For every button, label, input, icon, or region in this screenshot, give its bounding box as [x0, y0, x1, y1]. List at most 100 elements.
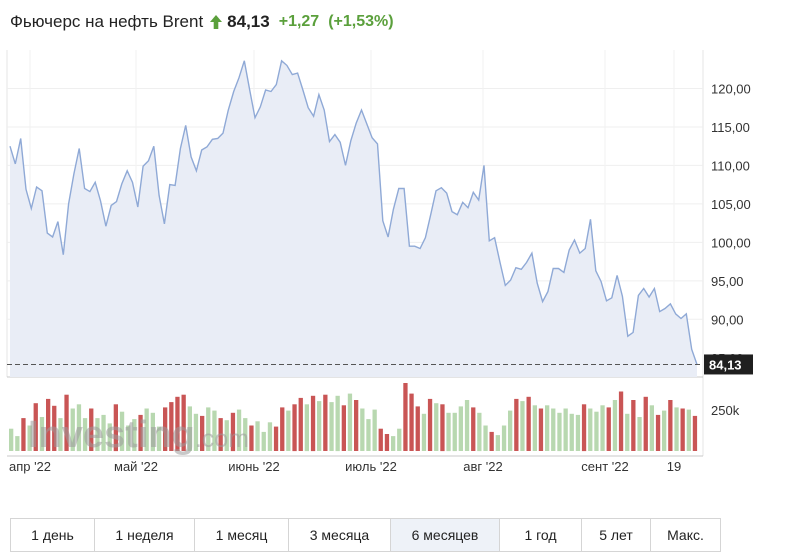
range-button-1m[interactable]: 1 месяц: [195, 519, 289, 551]
volume-bar: [236, 409, 242, 451]
volume-bar: [212, 410, 217, 451]
volume-bar: [655, 414, 661, 451]
price-line: [9, 59, 698, 365]
volume-bar: [292, 404, 297, 452]
quote-header: Фьючерс на нефть Brent 84,13 +1,27 (+1,5…: [10, 9, 394, 35]
y-tick-label: 120,00: [711, 81, 751, 96]
volume-bar: [243, 418, 248, 451]
y-tick-label: 105,00: [711, 197, 751, 212]
volume-bar: [175, 396, 180, 451]
volume-bar: [551, 408, 556, 451]
volume-bar: [126, 425, 131, 451]
time-range-selector: 1 день 1 неделя 1 месяц 3 месяца 6 месяц…: [10, 518, 721, 552]
volume-bar: [520, 401, 525, 451]
volume-bar: [581, 404, 587, 452]
volume-bar: [501, 425, 507, 451]
range-button-6m[interactable]: 6 месяцев: [391, 519, 500, 551]
volume-bar: [255, 421, 260, 452]
volume-bar: [440, 404, 445, 452]
volume-bar: [403, 383, 408, 451]
volume-bar: [421, 413, 427, 451]
volume-bar: [483, 425, 488, 451]
arrow-up-icon: [210, 15, 223, 29]
volume-bar: [187, 406, 192, 451]
volume-bar: [317, 401, 322, 451]
investing-watermark: Investing.com: [28, 414, 249, 456]
volume-bar: [452, 412, 457, 452]
volume-bar: [600, 405, 605, 451]
instrument-title: Фьючерс на нефть Brent: [10, 12, 204, 31]
volume-bar: [107, 423, 112, 451]
volume-bar: [286, 410, 291, 451]
volume-bar: [15, 436, 20, 451]
volume-bar: [557, 412, 562, 452]
volume-bar: [612, 400, 618, 451]
volume-bar: [397, 428, 402, 451]
volume-bar: [113, 404, 118, 452]
range-button-1w[interactable]: 1 неделя: [95, 519, 195, 551]
volume-bar: [538, 408, 544, 451]
volume-bar: [662, 410, 667, 451]
volume-bar: [563, 408, 568, 451]
volume-bar: [144, 408, 149, 451]
price-chart[interactable]: 90,00 95,00 100,00 105,00 110,00 115,00 120,00…: [0, 0, 791, 480]
volume-bar: [458, 406, 463, 451]
volume-bar: [354, 400, 359, 451]
volume-bar: [680, 408, 685, 451]
volume-bar: [267, 422, 273, 451]
volume-bar: [335, 395, 340, 452]
volume-bar: [64, 394, 69, 451]
range-button-5y[interactable]: 5 лет: [582, 519, 651, 551]
volume-bar: [372, 409, 377, 451]
volume-bar: [532, 405, 537, 451]
volume-bar: [273, 426, 279, 451]
volume-tick-label: 250k: [711, 403, 740, 418]
volume-bar: [378, 428, 383, 451]
volume-bar: [434, 403, 439, 451]
volume-bar: [52, 405, 57, 451]
volume-bar: [156, 426, 162, 451]
volume-bar: [9, 428, 14, 451]
volume-bar: [643, 396, 648, 451]
volume-bar: [569, 413, 574, 451]
y-tick-label: 90,00: [711, 312, 744, 327]
y-tick-label: 100,00: [711, 235, 751, 250]
volume-bar: [82, 418, 88, 451]
range-button-3m[interactable]: 3 месяца: [289, 519, 391, 551]
volume-bar: [169, 402, 174, 451]
range-button-max[interactable]: Макс.: [651, 519, 720, 551]
volume-bar: [261, 431, 266, 451]
volume-bar: [101, 414, 106, 451]
volume-bar: [668, 400, 673, 451]
volume-bar: [70, 408, 75, 451]
volume-bar: [471, 407, 476, 451]
volume-bar: [33, 403, 38, 451]
volume-bar: [508, 410, 513, 451]
price-change-percent: (+1,53%): [328, 13, 394, 30]
volume-bar: [21, 418, 26, 451]
volume-bar: [489, 431, 494, 451]
y-tick-label: 115,00: [711, 120, 750, 135]
volume-bar: [514, 398, 519, 451]
volume-bar: [347, 393, 353, 451]
volume-bar: [427, 398, 433, 451]
volume-bar: [163, 407, 168, 451]
range-button-1d[interactable]: 1 день: [11, 519, 95, 551]
volume-bar: [58, 418, 63, 451]
range-button-1y[interactable]: 1 год: [500, 519, 582, 551]
volume-bar: [575, 414, 581, 451]
x-tick-label: сент '22: [581, 459, 628, 474]
volume-bar: [138, 414, 143, 451]
volume-bar: [150, 412, 155, 452]
x-tick-label: апр '22: [9, 459, 51, 474]
volume-bar: [606, 407, 611, 451]
volume-bar: [39, 417, 45, 451]
volume-bar: [415, 406, 420, 451]
volume-bar: [618, 391, 624, 451]
volume-bar: [27, 425, 32, 451]
volume-bar: [280, 407, 285, 451]
y-tick-label: 95,00: [711, 274, 744, 289]
volume-bar: [495, 435, 500, 451]
volume-bar: [76, 404, 82, 452]
volume-bar: [193, 413, 199, 451]
